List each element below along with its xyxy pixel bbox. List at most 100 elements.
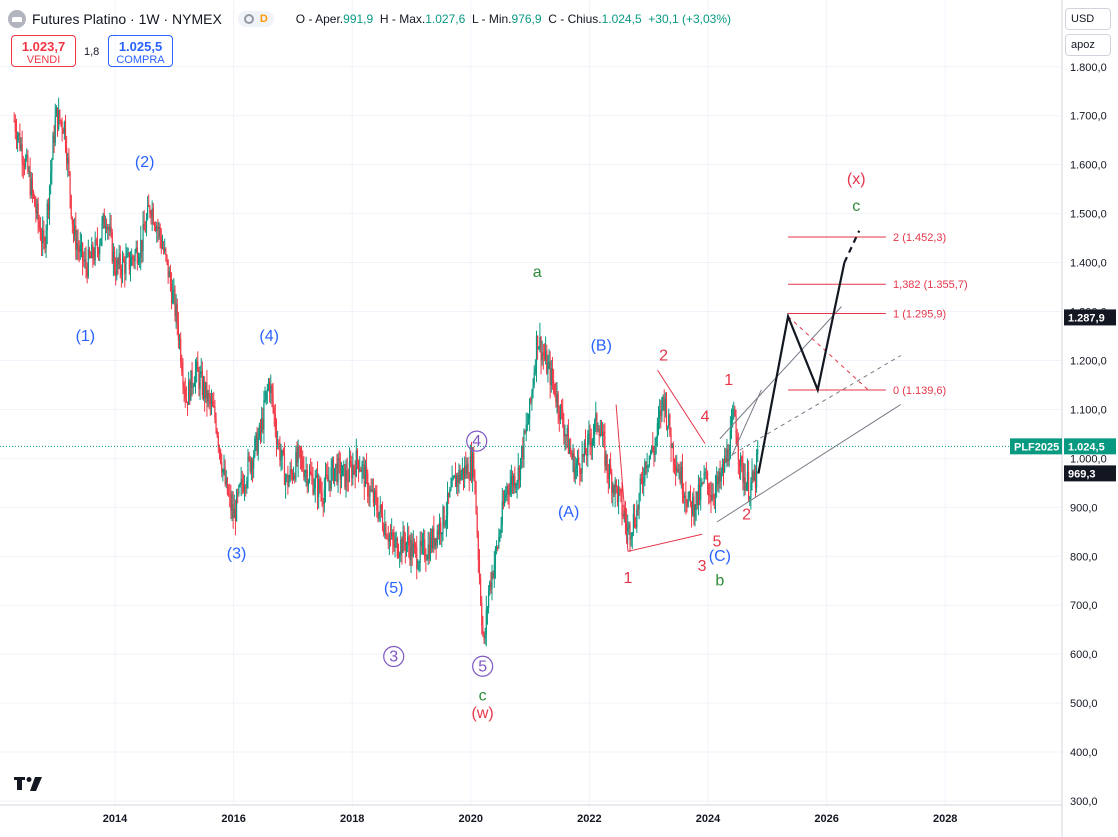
candle-body [667, 425, 669, 427]
candle-body [132, 256, 134, 259]
candle-body [274, 414, 276, 430]
candle-body [357, 460, 360, 471]
candle-body [434, 538, 436, 547]
candle-body [235, 492, 238, 521]
candle-body [686, 502, 688, 507]
wave-label: 2 [742, 507, 751, 524]
candle-body [600, 433, 603, 436]
candle-body [367, 473, 369, 496]
y-tick-label: 1.100,0 [1070, 404, 1107, 416]
candle-body [80, 243, 83, 246]
symbol-title[interactable]: Futures Platino · 1W · NYMEX [32, 11, 222, 27]
candle-body [251, 461, 254, 469]
candle-body [430, 536, 433, 549]
x-tick-label: 2020 [459, 813, 483, 825]
candle-body [507, 486, 509, 492]
candle-body [444, 522, 446, 526]
candle-body [66, 147, 68, 164]
candle-body [405, 543, 408, 550]
candle-body [491, 572, 493, 589]
candle-body [71, 216, 73, 225]
candle-body [483, 633, 485, 639]
candle-body [295, 452, 297, 480]
candle-body [232, 504, 234, 519]
candle-body [290, 469, 292, 473]
candle-body [703, 473, 705, 483]
candle-body [563, 424, 565, 437]
x-tick-label: 2028 [933, 813, 957, 825]
candle-body [68, 157, 70, 173]
candle-body [303, 468, 305, 478]
candle-body [755, 454, 758, 488]
candle-body [242, 484, 245, 492]
candle-body [347, 480, 349, 482]
candle-body [588, 433, 590, 435]
candle-body [375, 491, 377, 498]
candle-body [745, 483, 747, 491]
candle-body [123, 258, 125, 262]
candle-body [474, 476, 476, 482]
candle-body [481, 603, 483, 625]
candle-body [562, 410, 564, 425]
candle-body [627, 527, 629, 531]
candle-body [575, 463, 577, 468]
candle-body [584, 442, 587, 455]
candle-body [555, 394, 557, 403]
channel-upper [719, 306, 842, 440]
candle-body [515, 485, 517, 489]
candle-body [237, 492, 239, 494]
candle-body [679, 472, 681, 483]
fib-level-label: 1,382 (1.355,7) [893, 279, 968, 291]
candle-body [308, 471, 311, 481]
candle-body [302, 458, 304, 469]
fib-level-label: 0 (1.139,6) [893, 385, 946, 397]
candle-body [393, 540, 395, 548]
candle-body [238, 485, 240, 494]
candle-body [196, 361, 198, 370]
candle-body [267, 382, 270, 389]
candle-body [571, 453, 573, 459]
candle-body [677, 468, 679, 473]
scale-mode-selector[interactable]: apoz [1065, 34, 1111, 56]
candle-body [42, 229, 44, 244]
wave-label: 4 [701, 409, 710, 426]
candle-body [270, 385, 272, 393]
currency-selector[interactable]: USD [1065, 8, 1111, 30]
candle-body [465, 465, 467, 474]
candle-body [67, 157, 69, 164]
candle-body [147, 204, 149, 219]
wave-label: (5) [384, 580, 404, 597]
candle-body [143, 223, 145, 231]
candle-body [617, 488, 620, 503]
candle-body [186, 401, 189, 405]
candle-body [162, 247, 165, 252]
candle-body [500, 525, 502, 534]
candle-body [89, 255, 92, 259]
candle-body [205, 382, 207, 399]
candle-body [446, 492, 449, 516]
candle-body [412, 543, 414, 557]
wave-label: c [852, 198, 860, 215]
candle-body [383, 527, 385, 535]
candle-body [459, 469, 461, 480]
candle-body [372, 489, 375, 503]
candle-body [216, 430, 218, 436]
candle-body [740, 456, 742, 467]
candle-body [206, 382, 208, 403]
candle-body [86, 267, 88, 277]
candle-body [48, 185, 51, 211]
buy-button[interactable]: 1.025,5 COMPRA [108, 35, 173, 67]
candle-body [60, 120, 62, 122]
candle-body [403, 530, 405, 543]
tradingview-logo[interactable] [14, 775, 46, 798]
candle-body [353, 465, 355, 469]
candle-body [565, 435, 567, 437]
fibonacci [788, 236, 886, 391]
candle-body [443, 506, 445, 526]
candle-body [356, 450, 359, 461]
candle-body [508, 491, 510, 495]
data-status-pill[interactable]: D [237, 11, 274, 27]
candle-body [629, 524, 631, 540]
sell-button[interactable]: 1.023,7 VENDI [11, 35, 76, 67]
